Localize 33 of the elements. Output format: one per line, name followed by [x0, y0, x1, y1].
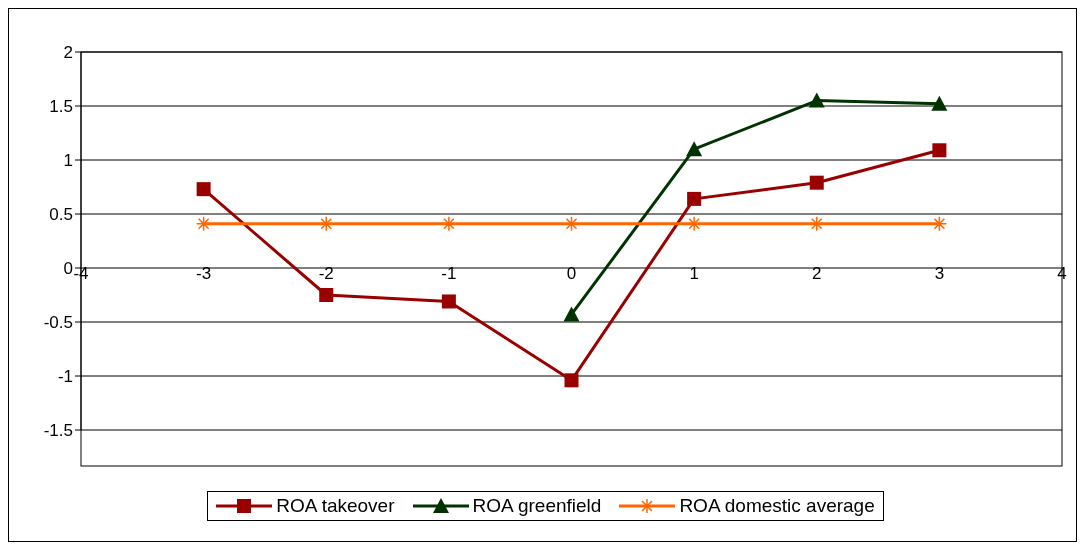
point — [563, 306, 580, 322]
point — [932, 143, 947, 158]
y-tick-label: -0.5 — [43, 313, 73, 333]
x-tick-label: 0 — [566, 263, 577, 283]
point — [687, 191, 702, 206]
point — [441, 294, 456, 309]
legend-label: ROA domestic average — [678, 495, 875, 517]
y-tick-label: 2 — [63, 43, 73, 63]
x-tick-label: 4 — [1057, 263, 1067, 283]
point — [931, 95, 948, 111]
y-tick-label: -1 — [57, 367, 73, 387]
y-tick-label: 0.5 — [49, 205, 73, 225]
x-tick-label: -2 — [318, 263, 334, 283]
point — [809, 215, 825, 232]
point — [808, 92, 825, 108]
x-tick-label: 1 — [689, 263, 699, 283]
point — [196, 182, 211, 197]
point — [809, 175, 824, 190]
point — [686, 215, 702, 232]
point — [319, 288, 334, 302]
point — [564, 373, 579, 388]
y-tick-label: -1.5 — [43, 421, 73, 441]
y-tick-label: 1.5 — [49, 97, 73, 117]
point — [441, 215, 457, 232]
x-tick-label: -1 — [441, 263, 457, 283]
x-tick-label: 2 — [812, 263, 822, 283]
x-tick-label: 3 — [934, 263, 945, 283]
legend-label: ROA greenfield — [471, 495, 602, 517]
y-tick-label: 1 — [63, 151, 73, 171]
legend-label: ROA takeover — [275, 495, 395, 517]
point — [318, 215, 334, 232]
x-tick-label: -3 — [196, 263, 212, 283]
point — [686, 141, 703, 157]
